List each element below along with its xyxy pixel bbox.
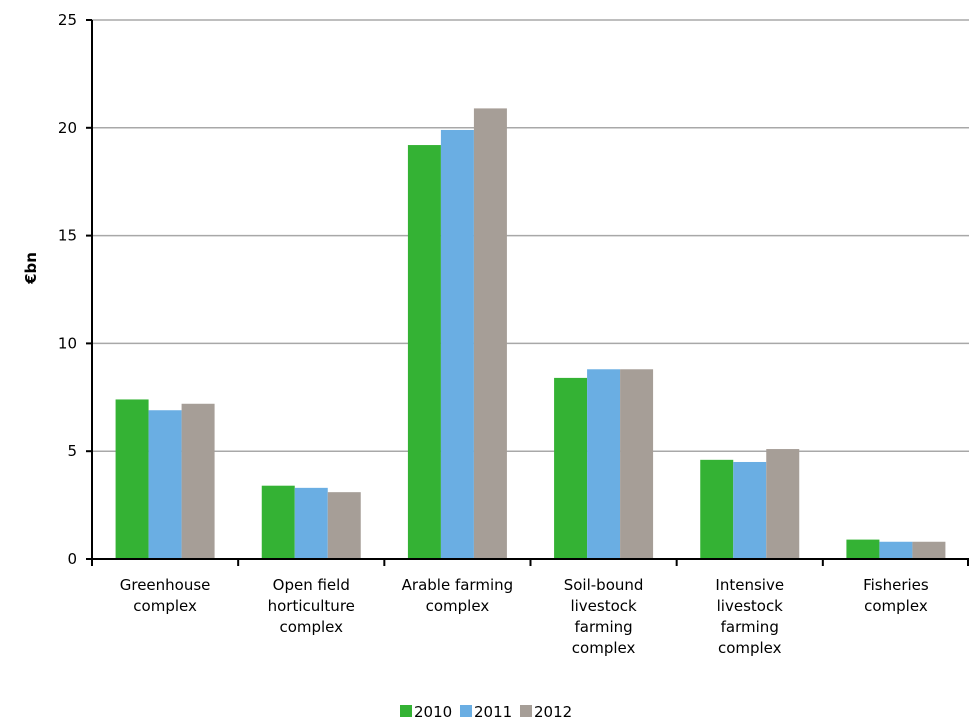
bar-2011-3 bbox=[587, 369, 621, 559]
bar-2011-5 bbox=[879, 541, 913, 559]
bar-2010-4 bbox=[700, 459, 734, 559]
bar-2010-2 bbox=[407, 145, 441, 559]
bar-2010-1 bbox=[261, 485, 295, 559]
bar-2012-2 bbox=[473, 108, 507, 560]
y-tick-label: 15 bbox=[58, 227, 77, 245]
bar-2010-0 bbox=[115, 399, 149, 559]
bar-2012-5 bbox=[912, 541, 946, 559]
gridlines bbox=[92, 19, 969, 452]
bar-2011-1 bbox=[294, 487, 328, 559]
bar-2011-0 bbox=[148, 410, 182, 559]
y-tick-label: 5 bbox=[67, 442, 77, 460]
bar-2010-5 bbox=[846, 539, 880, 559]
category-label: Fisheries bbox=[863, 576, 929, 594]
bar-2011-4 bbox=[733, 461, 767, 559]
category-label: livestock bbox=[570, 597, 637, 615]
legend-label-2010: 2010 bbox=[414, 703, 452, 720]
y-tick-label: 20 bbox=[58, 119, 77, 137]
legend-swatch-2010 bbox=[400, 705, 412, 717]
y-tick-labels: 0 5 10 15 20 25 bbox=[58, 11, 77, 568]
y-tick-label: 25 bbox=[58, 11, 77, 29]
category-label: Intensive bbox=[715, 576, 784, 594]
bar-2012-0 bbox=[181, 403, 215, 559]
category-label: Soil-bound bbox=[564, 576, 644, 594]
category-label: complex bbox=[864, 597, 928, 615]
legend-label-2012: 2012 bbox=[534, 703, 572, 720]
category-label: Open field bbox=[273, 576, 350, 594]
bar-2011-2 bbox=[440, 129, 474, 559]
category-label: complex bbox=[426, 597, 490, 615]
y-tick-label: 10 bbox=[58, 334, 77, 352]
category-label: complex bbox=[279, 618, 343, 636]
bar-2012-4 bbox=[766, 449, 800, 559]
category-label: Greenhouse bbox=[120, 576, 211, 594]
bar-2012-1 bbox=[327, 492, 361, 559]
legend-swatch-2012 bbox=[520, 705, 532, 717]
category-label: complex bbox=[133, 597, 197, 615]
bar-2012-3 bbox=[620, 369, 654, 559]
category-label: farming bbox=[721, 618, 779, 636]
category-label: horticulture bbox=[268, 597, 355, 615]
category-label: farming bbox=[574, 618, 632, 636]
legend: 2010 2011 2012 bbox=[400, 703, 572, 720]
category-label: livestock bbox=[717, 597, 784, 615]
y-axis-label: €bn bbox=[22, 252, 40, 285]
category-label: complex bbox=[718, 639, 782, 657]
category-labels: Greenhouse complex Open field horticulture c… bbox=[120, 576, 929, 657]
axes bbox=[86, 19, 969, 566]
y-tick-label: 0 bbox=[67, 550, 77, 568]
legend-swatch-2011 bbox=[460, 705, 472, 717]
bar-2010-3 bbox=[554, 377, 588, 559]
category-label: Arable farming bbox=[402, 576, 514, 594]
category-label: complex bbox=[572, 639, 636, 657]
legend-label-2011: 2011 bbox=[474, 703, 512, 720]
bars bbox=[115, 108, 946, 560]
